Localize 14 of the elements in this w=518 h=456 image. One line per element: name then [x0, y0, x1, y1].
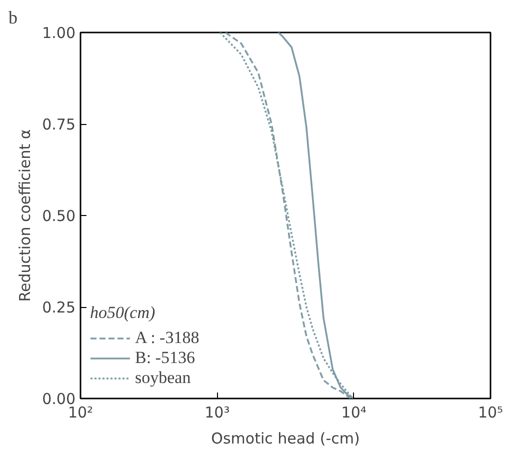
y-axis-title: Reduction coefficient α: [16, 129, 34, 302]
y-tick-label: 0.75: [42, 116, 76, 134]
legend-label: A : -3188: [135, 328, 200, 348]
x-tick-label: 10³: [204, 404, 230, 422]
x-tick-label: 10⁴: [341, 404, 366, 422]
text: b: [8, 8, 18, 28]
legend-label: B: -5136: [135, 348, 195, 368]
legend-title: ho50(cm): [90, 303, 156, 323]
y-tick-label: 0.50: [42, 207, 76, 225]
legend-label: soybean: [135, 368, 191, 388]
y-tick-label: 1.00: [42, 24, 76, 42]
x-axis-title: Osmotic head (-cm): [211, 430, 360, 448]
x-tick-label: 10⁵: [478, 404, 504, 422]
y-tick-label: 0.25: [42, 298, 76, 316]
